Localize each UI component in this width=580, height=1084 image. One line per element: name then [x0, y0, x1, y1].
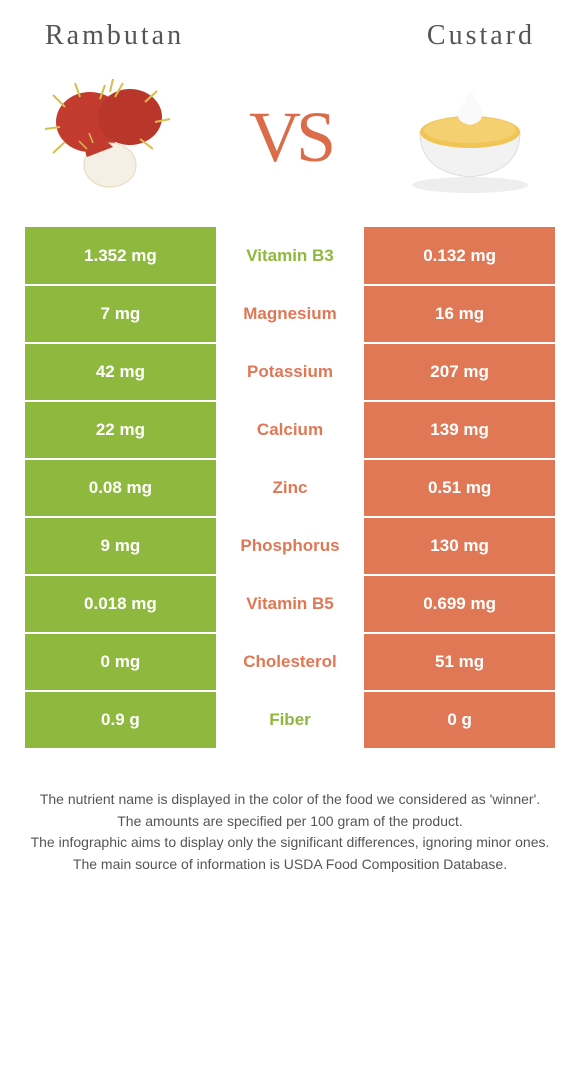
left-value-cell: 0.08 mg: [25, 459, 216, 517]
footer-line-1: The nutrient name is displayed in the co…: [30, 790, 550, 810]
custard-image: [395, 77, 545, 197]
table-row: 9 mgPhosphorus130 mg: [25, 517, 555, 575]
header-row: Rambutan Custard: [25, 20, 555, 52]
right-value-cell: 130 mg: [364, 517, 555, 575]
nutrient-label-cell: Cholesterol: [216, 633, 364, 691]
right-value-cell: 0.699 mg: [364, 575, 555, 633]
left-value-cell: 42 mg: [25, 343, 216, 401]
right-value-cell: 51 mg: [364, 633, 555, 691]
right-value-cell: 16 mg: [364, 285, 555, 343]
footer-line-2: The amounts are specified per 100 gram o…: [30, 812, 550, 832]
table-row: 0.08 mgZinc0.51 mg: [25, 459, 555, 517]
left-value-cell: 1.352 mg: [25, 227, 216, 285]
right-value-cell: 207 mg: [364, 343, 555, 401]
left-value-cell: 0.018 mg: [25, 575, 216, 633]
nutrient-label-cell: Zinc: [216, 459, 364, 517]
nutrient-table: 1.352 mgVitamin B30.132 mg7 mgMagnesium1…: [25, 227, 555, 750]
left-food-title: Rambutan: [45, 20, 184, 52]
left-value-cell: 22 mg: [25, 401, 216, 459]
right-food-title: Custard: [427, 20, 535, 52]
nutrient-label-cell: Potassium: [216, 343, 364, 401]
images-row: VS: [25, 77, 555, 197]
rambutan-image: [35, 77, 185, 197]
nutrient-label-cell: Fiber: [216, 691, 364, 749]
nutrient-label-cell: Vitamin B3: [216, 227, 364, 285]
table-row: 22 mgCalcium139 mg: [25, 401, 555, 459]
right-value-cell: 0.51 mg: [364, 459, 555, 517]
vs-text: VS: [249, 96, 331, 179]
left-value-cell: 0 mg: [25, 633, 216, 691]
table-row: 0.018 mgVitamin B50.699 mg: [25, 575, 555, 633]
nutrient-label-cell: Vitamin B5: [216, 575, 364, 633]
footer-notes: The nutrient name is displayed in the co…: [25, 790, 555, 874]
table-row: 1.352 mgVitamin B30.132 mg: [25, 227, 555, 285]
nutrient-label-cell: Magnesium: [216, 285, 364, 343]
table-row: 7 mgMagnesium16 mg: [25, 285, 555, 343]
right-value-cell: 0 g: [364, 691, 555, 749]
table-row: 42 mgPotassium207 mg: [25, 343, 555, 401]
nutrient-label-cell: Phosphorus: [216, 517, 364, 575]
footer-line-3: The infographic aims to display only the…: [30, 833, 550, 853]
left-value-cell: 0.9 g: [25, 691, 216, 749]
right-value-cell: 139 mg: [364, 401, 555, 459]
right-value-cell: 0.132 mg: [364, 227, 555, 285]
footer-line-4: The main source of information is USDA F…: [30, 855, 550, 875]
nutrient-label-cell: Calcium: [216, 401, 364, 459]
table-row: 0.9 gFiber0 g: [25, 691, 555, 749]
table-row: 0 mgCholesterol51 mg: [25, 633, 555, 691]
left-value-cell: 9 mg: [25, 517, 216, 575]
left-value-cell: 7 mg: [25, 285, 216, 343]
